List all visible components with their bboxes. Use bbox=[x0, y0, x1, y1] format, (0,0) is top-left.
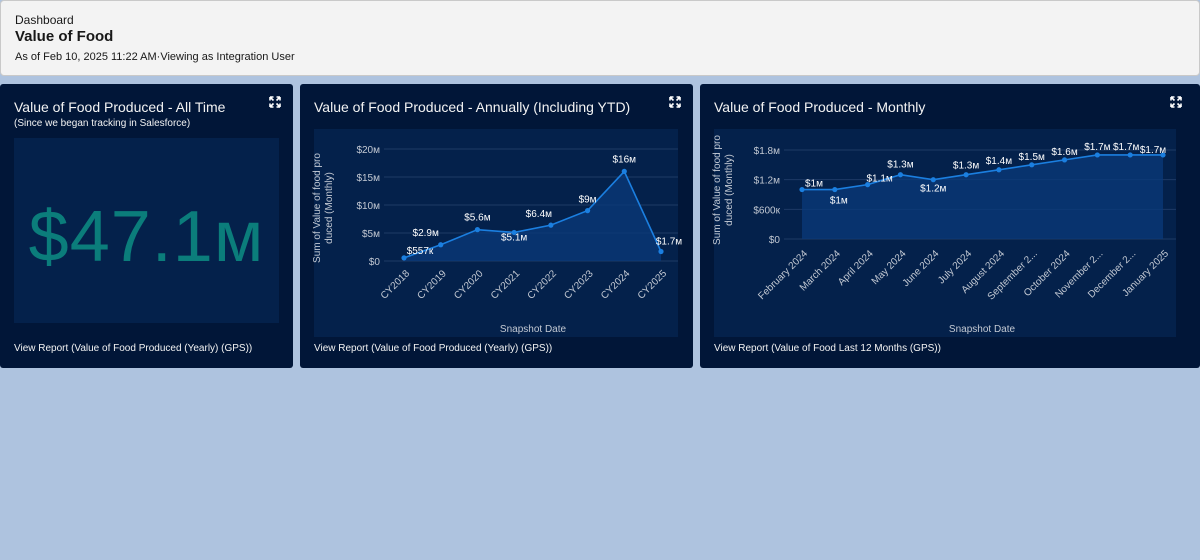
data-point bbox=[584, 208, 591, 214]
x-axis-label: Snapshot Date bbox=[949, 324, 1016, 335]
data-point bbox=[799, 186, 805, 193]
area-fill bbox=[404, 171, 661, 261]
data-label: $5.6м bbox=[464, 213, 490, 224]
data-point bbox=[865, 182, 871, 188]
card-title: Value of Food Produced - Annually (Inclu… bbox=[314, 99, 631, 115]
y-tick-label: $0 bbox=[769, 235, 781, 246]
view-report-link[interactable]: View Report (Value of Food Produced (Yea… bbox=[14, 343, 253, 354]
breadcrumb[interactable]: Dashboard bbox=[15, 13, 74, 27]
data-label: $6.4м bbox=[526, 209, 552, 220]
data-label: $557к bbox=[407, 246, 434, 257]
card-title: Value of Food Produced - Monthly bbox=[714, 99, 926, 115]
data-point bbox=[474, 227, 481, 233]
y-tick-label: $1.8м bbox=[754, 146, 780, 157]
metric-area: $47.1м bbox=[14, 138, 279, 323]
data-label: $1.6м bbox=[1051, 147, 1077, 158]
data-point bbox=[401, 255, 407, 261]
data-point bbox=[1029, 162, 1035, 168]
data-label: $1.7м bbox=[656, 236, 682, 247]
card-title: Value of Food Produced - All Time bbox=[14, 99, 226, 115]
data-label: $1м bbox=[805, 179, 823, 190]
y-tick-label: $20м bbox=[356, 145, 380, 156]
data-point bbox=[1127, 152, 1133, 158]
data-point bbox=[511, 229, 517, 236]
data-label: $1.3м bbox=[953, 161, 979, 172]
card-subtitle: (Since we began tracking in Salesforce) bbox=[14, 118, 191, 129]
dashboard-header: Dashboard Value of Food As of Feb 10, 20… bbox=[0, 0, 1200, 76]
y-axis-label: Sum of Value of food produced (Monthly) bbox=[312, 153, 335, 263]
data-label: $1.5м bbox=[1019, 152, 1045, 163]
data-label: $16м bbox=[613, 154, 637, 165]
data-label: $1.7м bbox=[1113, 142, 1139, 153]
data-label: $1.4м bbox=[986, 156, 1012, 167]
data-label: $1.3м bbox=[887, 160, 913, 171]
expand-icon[interactable] bbox=[1170, 96, 1182, 108]
y-tick-label: $10м bbox=[356, 201, 380, 212]
card-all-time: Value of Food Produced - All Time (Since… bbox=[0, 84, 293, 368]
data-point bbox=[832, 186, 838, 193]
data-label: $1.2м bbox=[920, 184, 946, 195]
data-point bbox=[658, 248, 664, 255]
data-point bbox=[963, 172, 969, 178]
annual-chart: $0 $5м $10м $15м $20м $557к $2.9м $5.6м $5.1м $6.… bbox=[312, 129, 682, 337]
expand-icon[interactable] bbox=[269, 96, 281, 108]
data-label: $1.7м bbox=[1140, 145, 1166, 156]
data-point bbox=[1160, 152, 1166, 158]
data-label: $1.7м bbox=[1084, 142, 1110, 153]
series-line bbox=[802, 154, 1163, 191]
data-label: $5.1м bbox=[501, 232, 527, 243]
data-point bbox=[438, 242, 444, 248]
monthly-chart: $0 $600к $1.2м $1.8м $1м $1м $1.1м $1.3м $1.2м $1… bbox=[712, 129, 1176, 337]
data-point bbox=[930, 177, 936, 183]
card-monthly: Value of Food Produced - Monthly $0 $600к… bbox=[700, 84, 1200, 368]
y-tick-label: $1.2м bbox=[754, 176, 780, 187]
data-label: $9м bbox=[579, 195, 597, 206]
data-label: $1.1м bbox=[866, 174, 892, 185]
page-subtitle: As of Feb 10, 2025 11:22 AM·Viewing as I… bbox=[15, 51, 295, 63]
data-point bbox=[1094, 152, 1100, 158]
y-tick-label: $5м bbox=[362, 229, 380, 240]
view-report-link[interactable]: View Report (Value of Food Last 12 Month… bbox=[714, 343, 941, 354]
data-point bbox=[996, 167, 1002, 173]
data-point bbox=[548, 222, 554, 228]
area-fill bbox=[802, 154, 1163, 239]
series-line bbox=[403, 169, 662, 259]
card-annual: Value of Food Produced - Annually (Inclu… bbox=[300, 84, 693, 368]
y-tick-label: $0 bbox=[369, 257, 381, 268]
expand-icon[interactable] bbox=[669, 96, 681, 108]
data-point bbox=[897, 172, 904, 178]
data-point bbox=[1061, 157, 1068, 163]
data-point bbox=[621, 168, 627, 174]
metric-value: $47.1м bbox=[28, 197, 265, 277]
view-report-link[interactable]: View Report (Value of Food Produced (Yea… bbox=[314, 343, 553, 354]
y-axis-label: Sum of Value of food produced (Monthly) bbox=[712, 135, 735, 245]
data-label: $2.9м bbox=[413, 228, 439, 239]
y-tick-label: $600к bbox=[753, 205, 780, 216]
x-axis-label: Snapshot Date bbox=[500, 324, 567, 335]
data-label: $1м bbox=[830, 196, 848, 207]
page-title: Value of Food bbox=[15, 28, 114, 45]
y-tick-label: $15м bbox=[356, 173, 380, 184]
